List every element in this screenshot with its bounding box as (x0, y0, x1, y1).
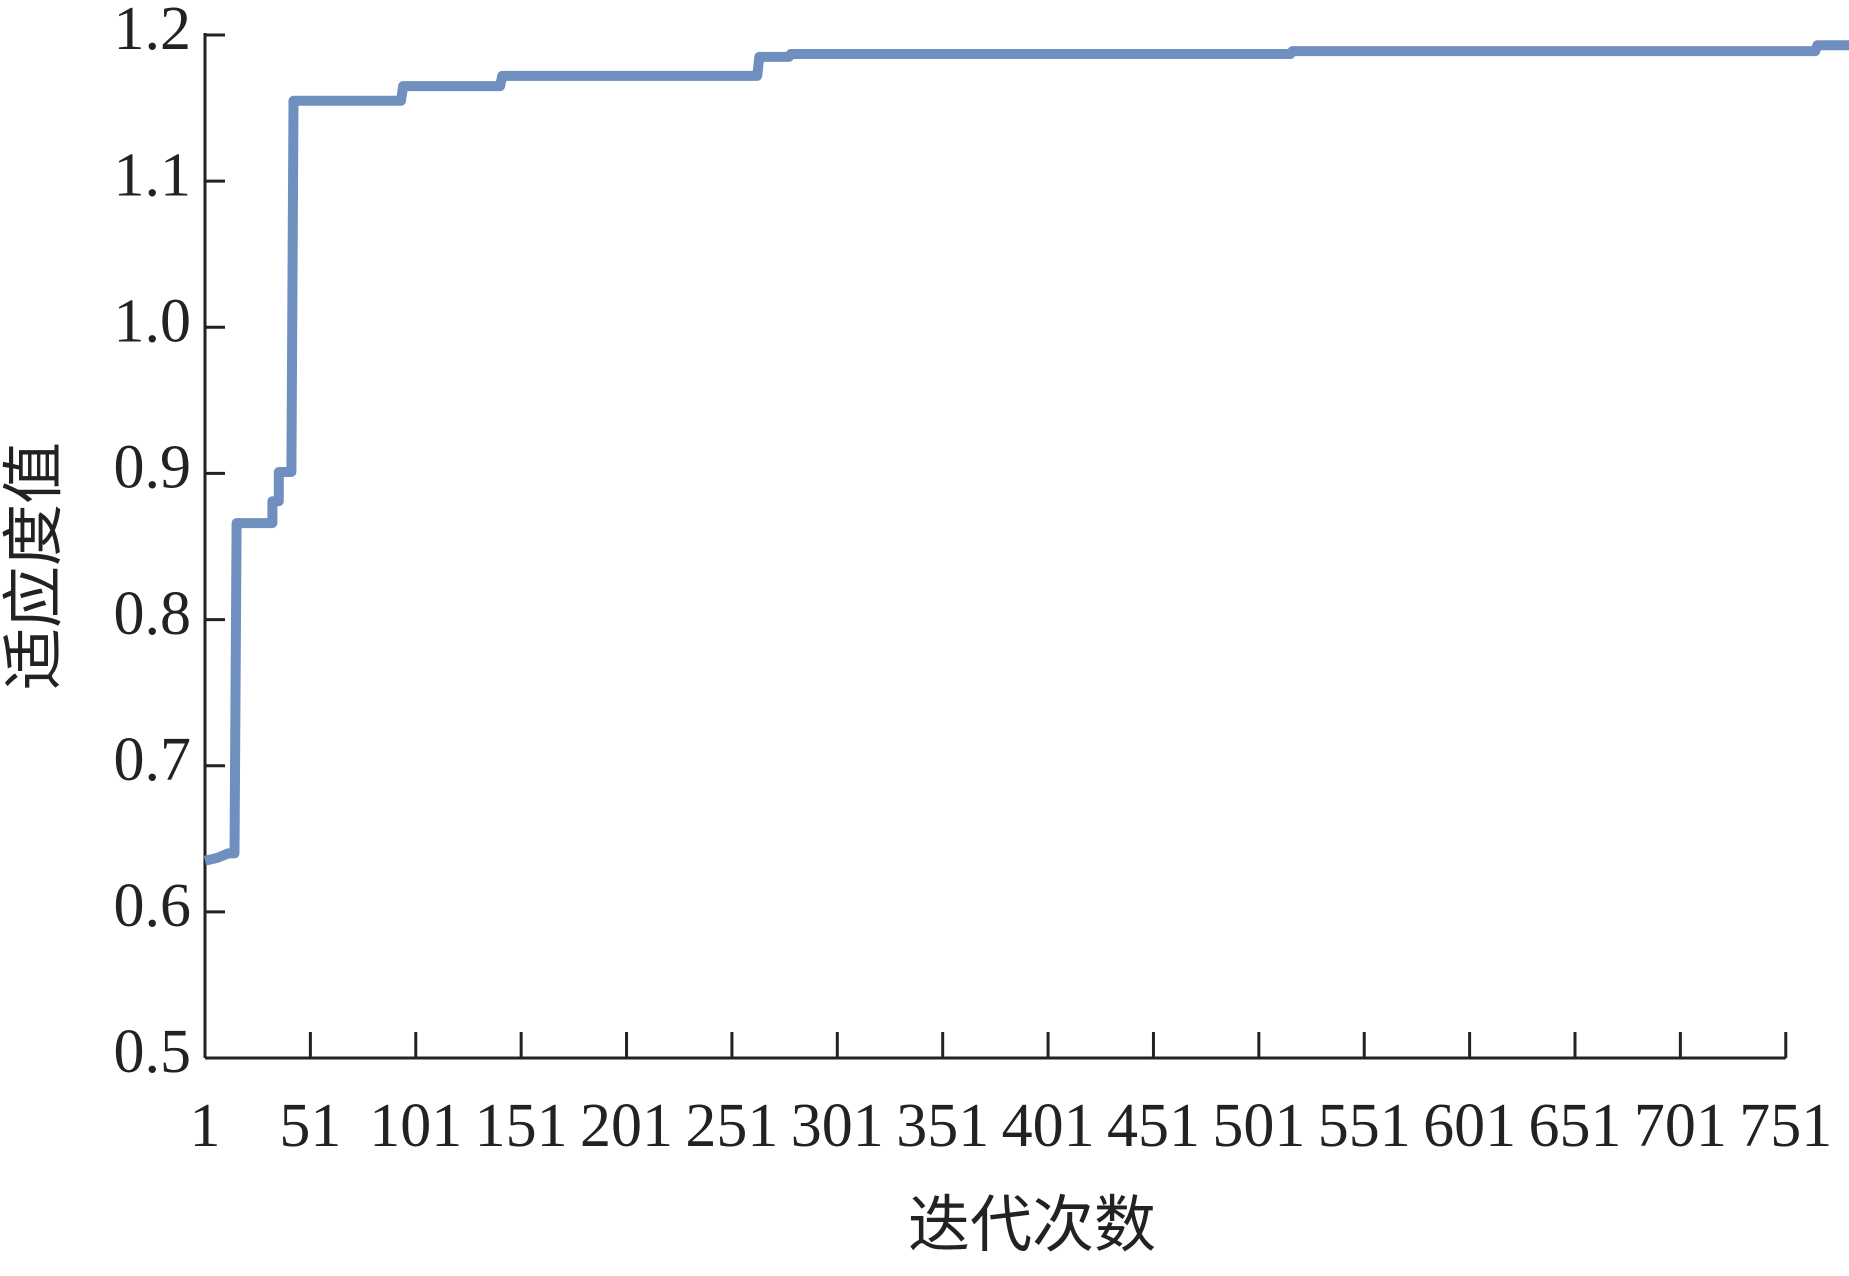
x-tick-label: 101 (369, 1092, 462, 1160)
x-tick-label: 251 (685, 1092, 778, 1160)
x-tick-label: 701 (1634, 1092, 1727, 1160)
x-tick-label: 1 (190, 1092, 221, 1160)
y-tick-label: 0.8 (114, 580, 192, 648)
x-tick-label: 351 (896, 1092, 989, 1160)
x-tick-label: 651 (1529, 1092, 1622, 1160)
x-axis-title: 迭代次数 (908, 1192, 1156, 1260)
x-tick-label: 401 (1002, 1092, 1095, 1160)
x-tick-label: 201 (580, 1092, 673, 1160)
y-tick-label: 0.6 (114, 872, 192, 940)
x-tick-label: 751 (1739, 1092, 1832, 1160)
x-tick-label: 151 (475, 1092, 568, 1160)
x-tick-label: 51 (279, 1092, 341, 1160)
x-tick-label: 501 (1212, 1092, 1305, 1160)
x-tick-label: 601 (1423, 1092, 1516, 1160)
y-tick-label: 1.1 (114, 141, 192, 209)
data-line (203, 40, 1849, 866)
x-tick-label: 551 (1318, 1092, 1411, 1160)
x-tick-label: 301 (791, 1092, 884, 1160)
y-axis-title: 适应度值 (1, 442, 69, 690)
y-tick-label: 1.2 (114, 0, 192, 63)
y-tick-label: 0.7 (114, 726, 192, 794)
y-tick-label: 1.0 (114, 288, 192, 356)
x-tick-label: 451 (1107, 1092, 1200, 1160)
y-tick-label: 0.5 (114, 1018, 192, 1086)
y-tick-label: 0.9 (114, 434, 192, 502)
